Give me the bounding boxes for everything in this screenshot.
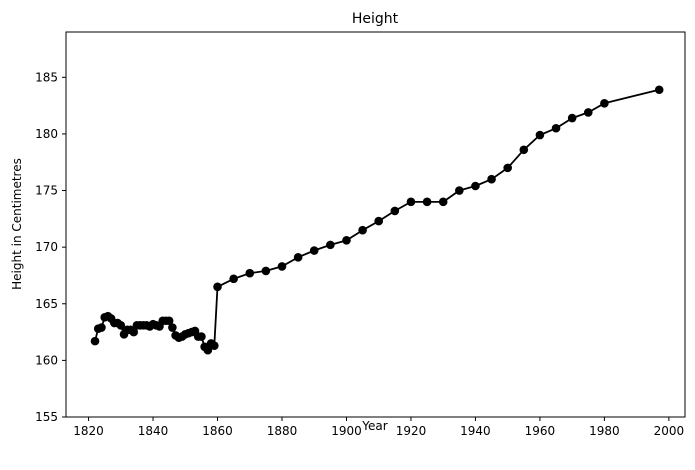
x-tick-label: 1900 [331, 424, 362, 438]
y-tick-label: 170 [35, 240, 58, 254]
data-point [197, 332, 206, 341]
data-point [390, 206, 400, 216]
data-point [358, 225, 367, 235]
data-point [116, 320, 126, 330]
data-point [90, 336, 100, 346]
data-point [129, 327, 139, 337]
data-point [261, 266, 271, 276]
y-tick-label: 175 [35, 184, 58, 198]
data-point [438, 197, 448, 207]
plot-area [90, 85, 664, 355]
data-point [503, 163, 512, 173]
data-point [654, 85, 664, 95]
y-tick-label: 180 [35, 127, 58, 141]
y-tick-label: 185 [35, 70, 58, 84]
x-tick-label: 1860 [202, 424, 233, 438]
y-axis: 155 160 165 170 175 180 185 [35, 70, 66, 424]
y-tick-label: 160 [35, 353, 58, 367]
data-point [567, 113, 577, 123]
data-point [326, 240, 335, 250]
y-axis-label: Height in Centimetres [10, 158, 24, 290]
chart-title: Height [352, 11, 399, 27]
data-point [406, 197, 416, 207]
data-point [203, 345, 213, 355]
data-point [309, 246, 319, 255]
data-point [583, 108, 593, 117]
data-point [164, 316, 174, 326]
data-point [487, 174, 496, 184]
data-point [551, 123, 561, 133]
x-tick-label: 1980 [589, 424, 620, 438]
data-point [422, 197, 432, 207]
data-point [293, 253, 303, 262]
x-tick-label: 1920 [396, 424, 427, 438]
data-point [168, 323, 177, 332]
data-point [245, 268, 255, 278]
y-tick-label: 165 [35, 297, 58, 311]
data-point [277, 262, 287, 271]
x-axis-label: Year [361, 419, 387, 433]
data-point [374, 216, 384, 226]
data-point [471, 181, 480, 191]
x-tick-label: 1820 [73, 424, 104, 438]
y-tick-label: 155 [35, 410, 58, 424]
data-point [97, 323, 106, 332]
data-point [229, 274, 238, 284]
data-point [600, 99, 609, 108]
x-tick-label: 1840 [138, 424, 169, 438]
data-point [519, 145, 529, 155]
data-point [535, 130, 545, 140]
data-point [455, 186, 464, 195]
data-point [342, 236, 351, 245]
plot-frame [65, 31, 686, 418]
x-tick-label: 1960 [525, 424, 556, 438]
data-point [210, 341, 219, 350]
x-tick-label: 2000 [654, 424, 685, 438]
x-tick-label: 1880 [267, 424, 298, 438]
x-axis: 1820 1840 1860 1880 1900 1920 1940 1960 1980 2000 [73, 417, 684, 438]
data-point [213, 282, 222, 292]
x-tick-label: 1940 [460, 424, 491, 438]
